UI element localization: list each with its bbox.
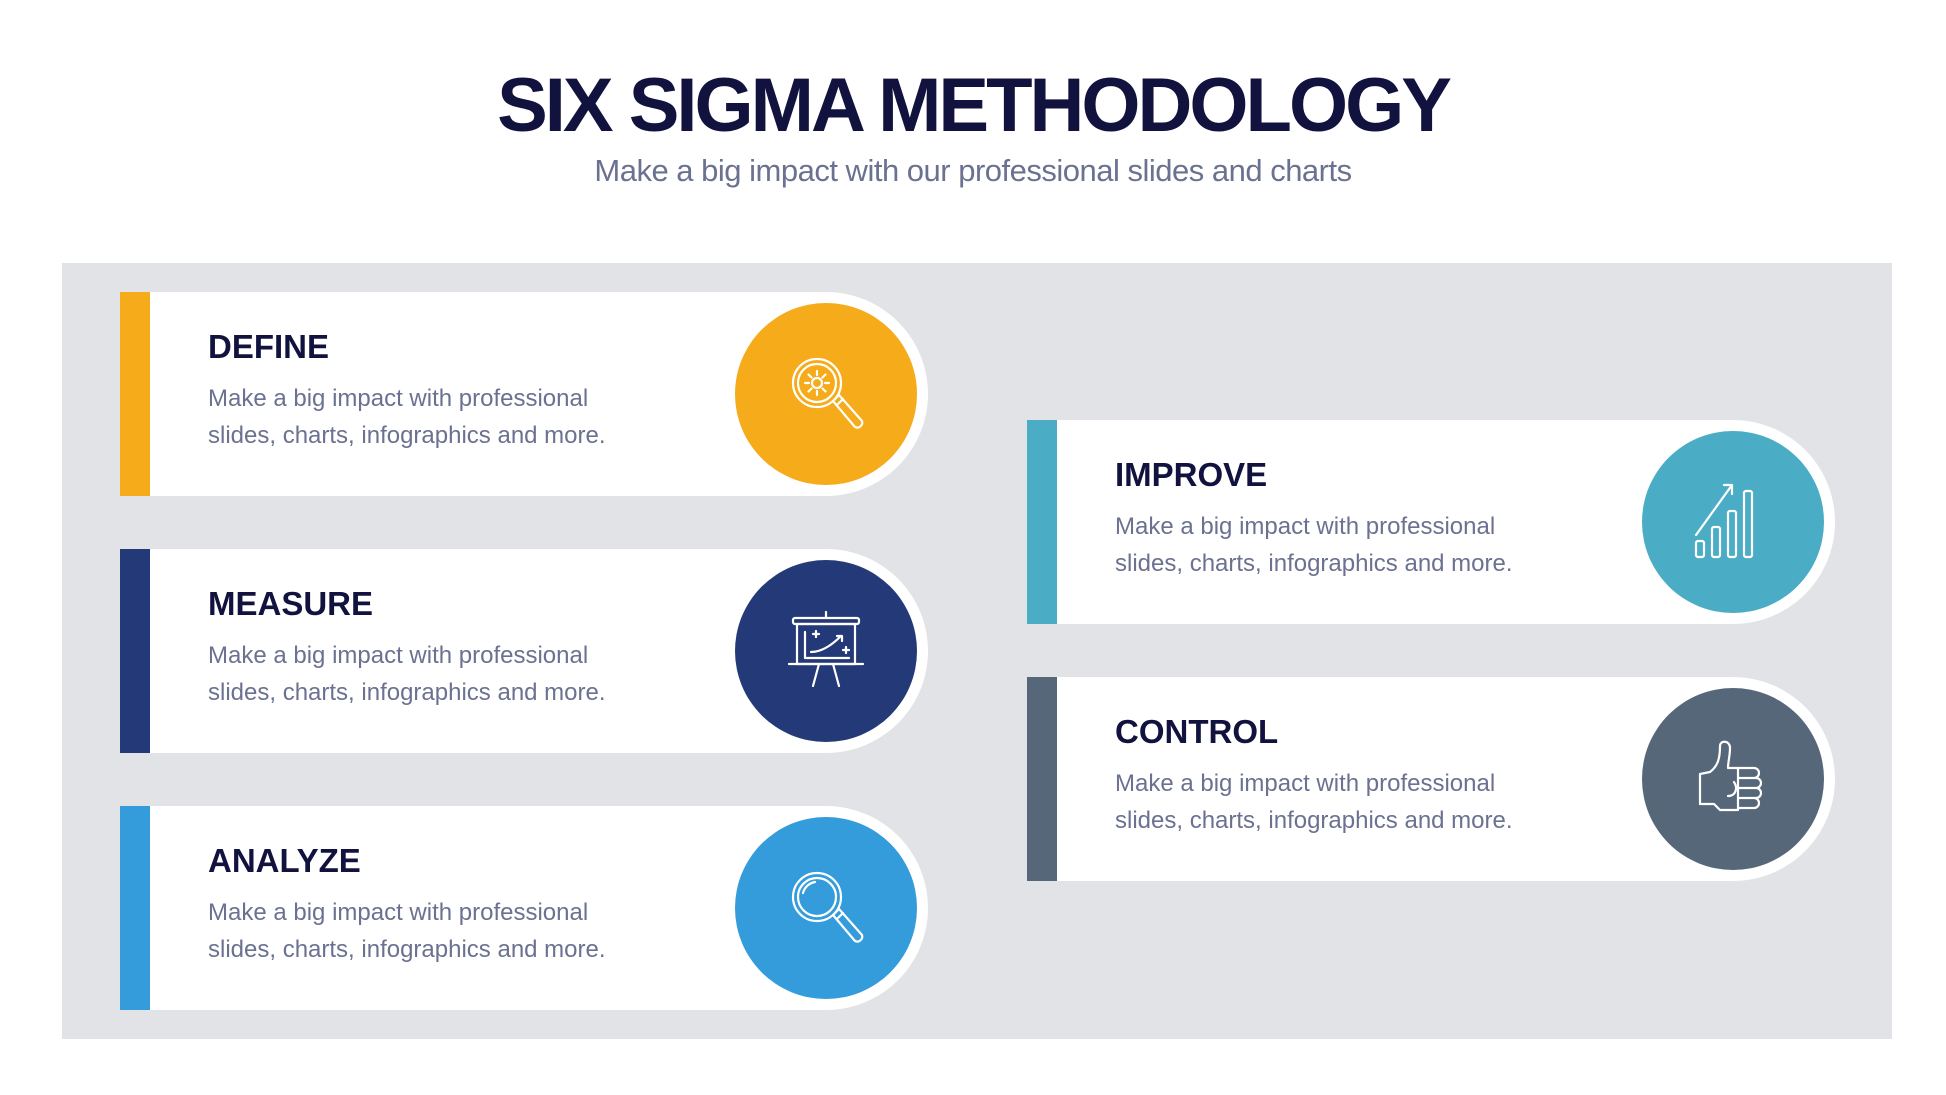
icon-circle bbox=[1642, 431, 1824, 613]
step-card-analyze: ANALYZE Make a big impact with professio… bbox=[120, 806, 928, 1010]
step-description: Make a big impact with professional slide… bbox=[1115, 765, 1575, 839]
growth-chart-icon bbox=[1694, 483, 1754, 559]
description-line: Make a big impact with professional bbox=[208, 642, 589, 669]
description-line: Make a big impact with professional bbox=[208, 385, 589, 412]
description-line: Make a big impact with professional bbox=[1115, 770, 1496, 797]
step-description: Make a big impact with professional slide… bbox=[208, 637, 668, 711]
step-card-measure: MEASURE Make a big impact with professio… bbox=[120, 549, 928, 753]
step-description: Make a big impact with professional slide… bbox=[208, 380, 668, 454]
step-description: Make a big impact with professional slide… bbox=[208, 894, 668, 968]
step-title: IMPROVE bbox=[1115, 456, 1268, 493]
page-subtitle: Make a big impact with our professional … bbox=[594, 153, 1352, 188]
description-line: Make a big impact with professional bbox=[208, 899, 589, 926]
step-card-define: DEFINE Make a big impact with profession… bbox=[120, 292, 928, 496]
icon-circle bbox=[1642, 688, 1824, 870]
icon-circle bbox=[735, 303, 917, 485]
description-line: slides, charts, infographics and more. bbox=[208, 422, 606, 449]
icon-circle bbox=[735, 817, 917, 999]
page-title: SIX SIGMA METHODOLOGY bbox=[497, 63, 1452, 148]
accent-bar bbox=[1027, 677, 1057, 881]
step-title: DEFINE bbox=[208, 328, 330, 365]
description-line: Make a big impact with professional bbox=[1115, 513, 1496, 540]
accent-bar bbox=[120, 549, 150, 753]
icon-circle bbox=[735, 560, 917, 742]
accent-bar bbox=[120, 806, 150, 1010]
description-line: slides, charts, infographics and more. bbox=[208, 936, 606, 963]
description-line: slides, charts, infographics and more. bbox=[208, 679, 606, 706]
magnifier-gear-icon bbox=[791, 357, 864, 429]
presentation-board-icon bbox=[787, 610, 865, 688]
description-line: slides, charts, infographics and more. bbox=[1115, 807, 1513, 834]
magnifier-icon bbox=[791, 871, 864, 943]
step-title: CONTROL bbox=[1115, 713, 1279, 750]
step-card-improve: IMPROVE Make a big impact with professio… bbox=[1027, 420, 1835, 624]
step-card-control: CONTROL Make a big impact with professio… bbox=[1027, 677, 1835, 881]
step-description: Make a big impact with professional slide… bbox=[1115, 508, 1575, 582]
thumbs-up-icon bbox=[1698, 740, 1763, 812]
description-line: slides, charts, infographics and more. bbox=[1115, 550, 1513, 577]
step-title: ANALYZE bbox=[208, 842, 361, 879]
step-title: MEASURE bbox=[208, 585, 374, 622]
accent-bar bbox=[120, 292, 150, 496]
accent-bar bbox=[1027, 420, 1057, 624]
